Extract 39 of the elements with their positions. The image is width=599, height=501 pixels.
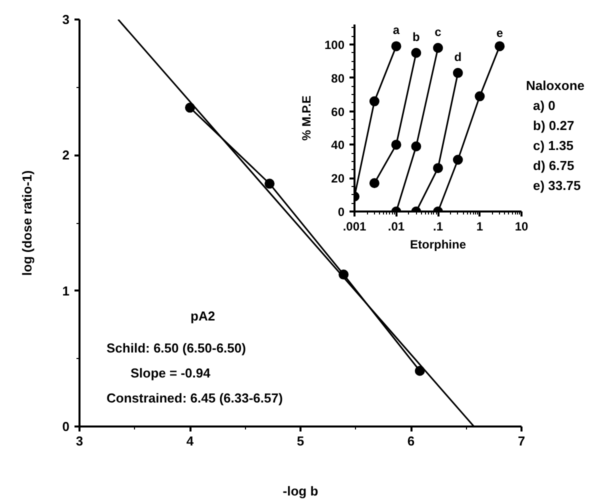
y-tick-label: 80 [331,71,345,86]
y-axis-title: % M.P.E [299,95,314,141]
y-tick-label: 100 [324,38,345,52]
y-tick-label: 20 [331,172,345,186]
x-tick-label: 6 [407,434,415,448]
annotation: Schild: 6.50 (6.50-6.50) [106,340,246,356]
annotation: pA2 [190,308,216,324]
x-tick-label: 7 [518,434,526,448]
y-tick-label: 2 [62,148,70,163]
x-axis-title: -log b [282,484,318,498]
y-tick-label: 0 [62,419,70,434]
x-tick-label: .01 [388,220,405,234]
y-tick-label: 60 [331,104,345,119]
x-tick-label: 3 [76,434,84,448]
x-tick-label: .1 [432,220,444,234]
text: e) 33.75 [533,177,581,195]
series-label: b [412,30,420,44]
y-tick-label: 1 [62,283,70,298]
x-tick-label: 4 [186,434,194,448]
text: Naloxone [526,77,585,95]
text: c) 1.35 [533,137,574,155]
x-axis-title: Etorphine [410,238,466,252]
series-label: a [392,23,400,38]
series-label: c [434,24,442,39]
x-tick-label: 5 [296,434,304,448]
text: d) 6.75 [533,157,574,175]
y-tick-label: 0 [338,205,345,219]
x-tick-label: 10 [514,220,528,234]
annotation: Constrained: 6.45 (6.33-6.57) [106,390,283,406]
series-label: e [496,26,504,40]
annotation: Slope = -0.94 [130,366,212,380]
x-tick-label: .001 [342,220,367,234]
y-axis-title: log (dose ratio-1) [19,170,34,276]
text: b) 0.27 [533,117,574,135]
x-tick-label: 1 [476,220,484,234]
text: a) 0 [533,97,556,115]
y-tick-label: 3 [62,12,70,27]
y-tick-label: 40 [331,138,345,152]
series-label: d [454,50,462,64]
